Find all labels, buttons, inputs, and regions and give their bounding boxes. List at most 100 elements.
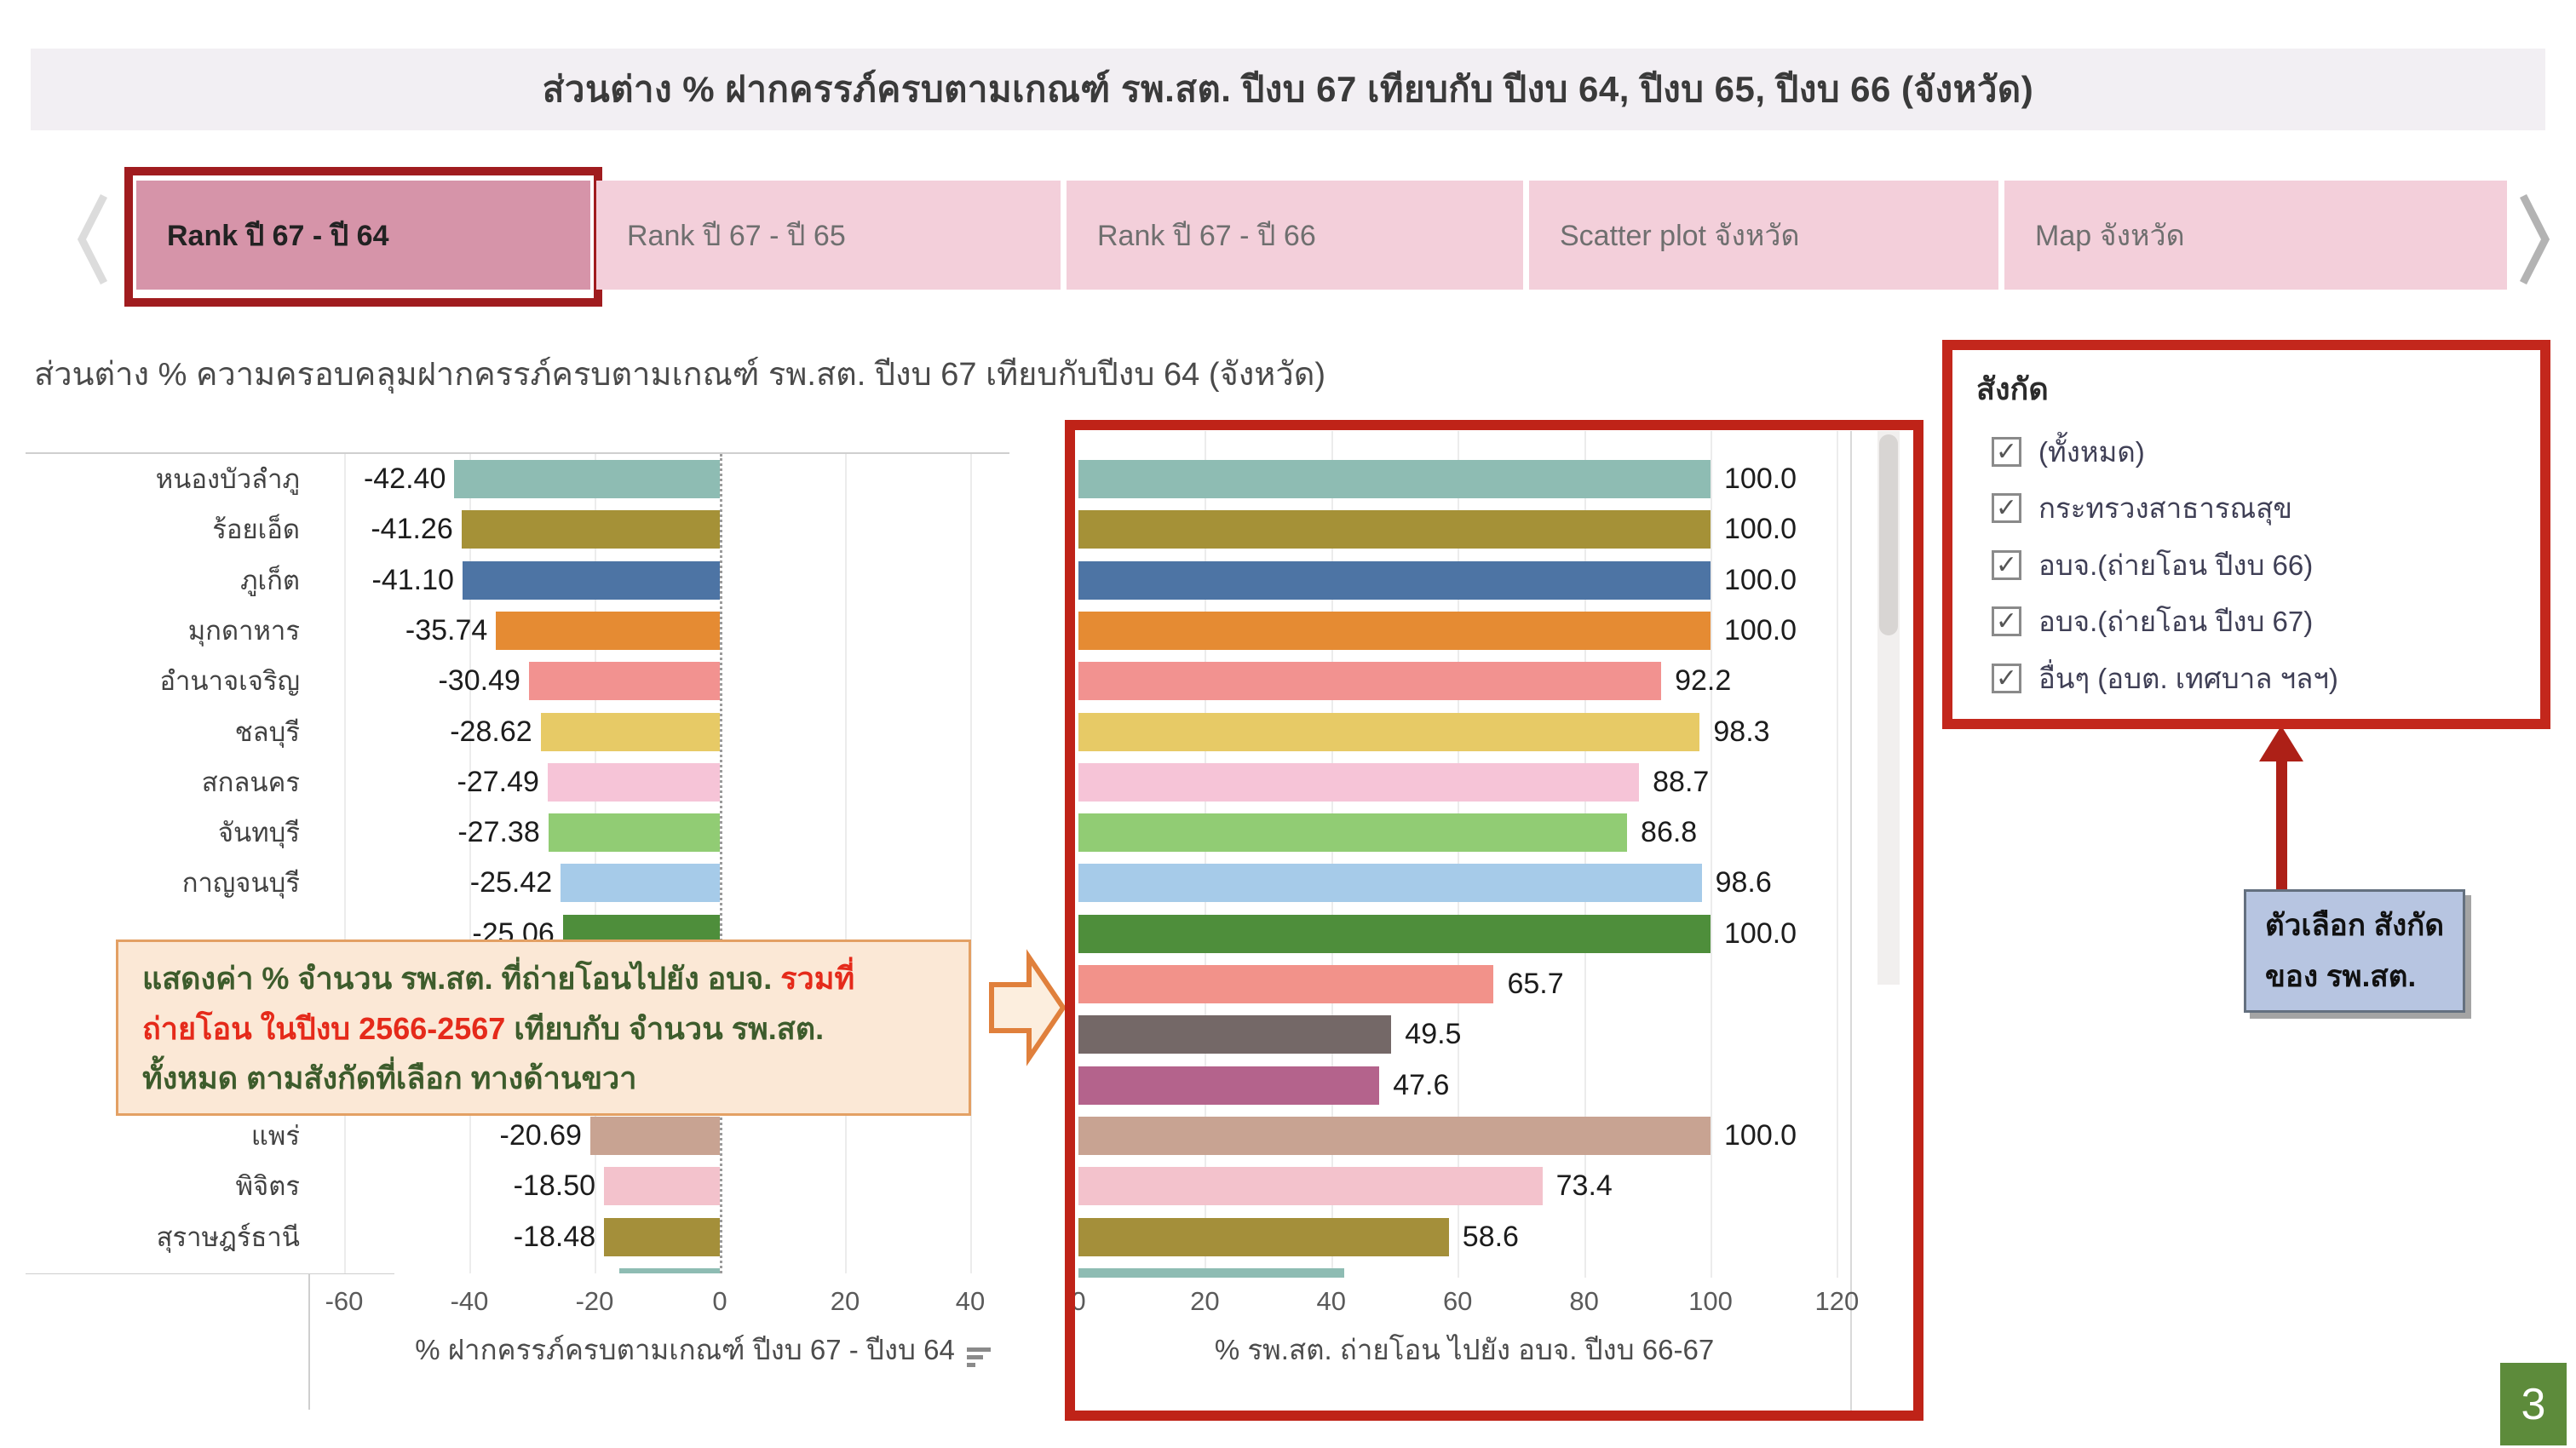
right-bar[interactable] xyxy=(1078,662,1662,701)
x-tick-label: -40 xyxy=(450,1286,489,1316)
header-bar: ส่วนต่าง % ฝากครรภ์ครบตามเกณฑ์ รพ.สต. ปี… xyxy=(31,49,2545,130)
left-bar[interactable] xyxy=(589,1116,720,1155)
annotation-note: แสดงค่า % จำนวน รพ.สต. ที่ถ่ายโอนไปยัง อ… xyxy=(116,939,971,1116)
x-tick-label: 20 xyxy=(1190,1286,1220,1316)
checkbox-icon[interactable]: ✓ xyxy=(1992,493,2021,523)
right-bar-value: 100.0 xyxy=(1724,563,1797,596)
left-bar[interactable] xyxy=(619,1267,720,1273)
tab-4[interactable]: Scatter plot จังหวัด xyxy=(1529,181,1998,290)
note-line-1: แสดงค่า % จำนวน รพ.สต. ที่ถ่ายโอนไปยัง อ… xyxy=(142,954,945,1004)
left-bar-value: -20.69 xyxy=(499,1118,582,1152)
right-bar-value: 92.2 xyxy=(1675,664,1732,698)
right-bar[interactable] xyxy=(1078,1015,1392,1054)
filter-title: สังกัด xyxy=(1976,371,2049,406)
tab-3[interactable]: Rank ปี 67 - ปี 66 xyxy=(1067,181,1523,290)
right-bar[interactable] xyxy=(1078,1167,1543,1206)
left-bar-value: -41.10 xyxy=(371,563,454,596)
left-bar[interactable] xyxy=(462,560,720,600)
right-bar[interactable] xyxy=(1078,1267,1344,1278)
gridline xyxy=(1584,431,1586,1278)
gridline xyxy=(344,454,346,1273)
left-bar-value: -28.62 xyxy=(450,715,532,748)
chevron-left-icon[interactable] xyxy=(73,189,112,290)
checkbox-icon[interactable]: ✓ xyxy=(1992,663,2021,693)
right-bar[interactable] xyxy=(1078,864,1702,903)
left-bar[interactable] xyxy=(561,864,720,903)
left-bar[interactable] xyxy=(540,712,720,751)
filter-annotation-arrow xyxy=(2276,756,2287,889)
filter-option-1[interactable]: ✓ (ทั้งหมด) xyxy=(1992,428,2145,475)
right-bar-value: 49.5 xyxy=(1405,1018,1462,1051)
right-bar[interactable] xyxy=(1078,560,1711,600)
right-bar[interactable] xyxy=(1078,460,1711,498)
right-bar[interactable] xyxy=(1078,1066,1380,1105)
right-bar[interactable] xyxy=(1078,1217,1449,1256)
tab-1[interactable]: Rank ปี 67 - ปี 64 xyxy=(136,181,590,290)
left-bar[interactable] xyxy=(528,662,720,701)
filter-option-label: อื่นๆ (อบต. เทศบาล ฯลฯ) xyxy=(2038,662,2338,694)
checkbox-icon[interactable]: ✓ xyxy=(1992,606,2021,636)
filter-option-label: (ทั้งหมด) xyxy=(2038,435,2145,468)
filter-option-2[interactable]: ✓ กระทรวงสาธารณสุข xyxy=(1992,485,2292,532)
row-label: อำนาจเจริญ xyxy=(159,666,300,697)
left-bar[interactable] xyxy=(604,1217,720,1256)
checkbox-icon[interactable]: ✓ xyxy=(1992,549,2021,580)
gridline xyxy=(469,454,471,1273)
right-bar[interactable] xyxy=(1078,611,1711,650)
checkbox-icon[interactable]: ✓ xyxy=(1992,436,2021,467)
tab-5[interactable]: Map จังหวัด xyxy=(2004,181,2507,290)
left-bar-value: -27.49 xyxy=(457,765,539,798)
left-bar[interactable] xyxy=(496,611,720,650)
left-bar-value: -42.40 xyxy=(363,463,446,495)
gridline xyxy=(1711,431,1712,1278)
filter-option-4[interactable]: ✓ อบจ.(ถ่ายโอน ปีงบ 67) xyxy=(1992,598,2313,646)
x-axis-title-left: % ฝากครรภ์ครบตามเกณฑ์ ปีงบ 67 - ปีงบ 64 xyxy=(415,1334,955,1365)
chevron-right-icon[interactable] xyxy=(2515,189,2554,290)
tab-2[interactable]: Rank ปี 67 - ปี 65 xyxy=(596,181,1061,290)
scrollbar-thumb[interactable] xyxy=(1879,434,1898,635)
right-chart-right-axis-line xyxy=(1850,431,1852,1411)
left-bar[interactable] xyxy=(454,460,720,498)
note-segment: รวมที่ xyxy=(780,961,855,996)
row-label: ร้อยเอ็ด xyxy=(212,514,300,545)
right-bar-value: 100.0 xyxy=(1724,513,1797,546)
x-tick-label: 0 xyxy=(712,1286,727,1316)
left-bar[interactable] xyxy=(461,510,720,549)
x-tick-label: 60 xyxy=(1442,1286,1473,1316)
right-bar-value: 86.8 xyxy=(1641,816,1698,849)
row-label: มุกดาหาร xyxy=(187,615,300,646)
note-line-3: ทั้งหมด ตามสังกัดที่เลือก ทางด้านขวา xyxy=(142,1054,945,1104)
row-label: กาญจนบุรี xyxy=(181,868,300,899)
x-tick-label: 40 xyxy=(955,1286,986,1316)
right-bar[interactable] xyxy=(1078,914,1711,953)
gridline xyxy=(970,454,972,1273)
left-bar[interactable] xyxy=(548,813,720,853)
right-bar-value: 47.6 xyxy=(1393,1068,1450,1101)
right-bar-value: 100.0 xyxy=(1724,1118,1797,1152)
right-bar[interactable] xyxy=(1078,762,1640,802)
sort-icon[interactable] xyxy=(966,1344,991,1368)
filter-option-5[interactable]: ✓ อื่นๆ (อบต. เทศบาล ฯลฯ) xyxy=(1992,654,2338,702)
x-tick-label: 20 xyxy=(830,1286,860,1316)
right-bar[interactable] xyxy=(1078,712,1700,751)
left-bar[interactable] xyxy=(547,762,720,802)
note-segment: ถ่ายโอน ในปีงบ 2566-2567 xyxy=(142,1010,506,1046)
left-chart: หนองบัวลำภู -42.40 ร้อยเอ็ด -41.26 ภูเก็ต -41… xyxy=(26,454,1009,1273)
right-bar[interactable] xyxy=(1078,813,1628,853)
gridline xyxy=(845,454,847,1273)
zero-gridline xyxy=(720,454,722,1273)
right-bar[interactable] xyxy=(1078,965,1494,1003)
blue-callout: ตัวเลือก สังกัด ของ รพ.สต. xyxy=(2244,889,2465,1013)
gridline xyxy=(1331,431,1333,1278)
left-bar[interactable] xyxy=(604,1167,720,1206)
left-chart-bottom-border xyxy=(26,1273,394,1274)
row-label: สกลนคร xyxy=(201,767,300,797)
x-tick-label: 40 xyxy=(1316,1286,1347,1316)
gridline xyxy=(1458,431,1460,1278)
right-bar[interactable] xyxy=(1078,1116,1711,1155)
row-label: พิจิตร xyxy=(235,1171,300,1202)
right-bar[interactable] xyxy=(1078,510,1711,549)
filter-option-3[interactable]: ✓ อบจ.(ถ่ายโอน ปีงบ 66) xyxy=(1992,541,2313,589)
gridline xyxy=(1837,431,1839,1278)
filter-option-label: อบจ.(ถ่ายโอน ปีงบ 66) xyxy=(2038,549,2314,581)
